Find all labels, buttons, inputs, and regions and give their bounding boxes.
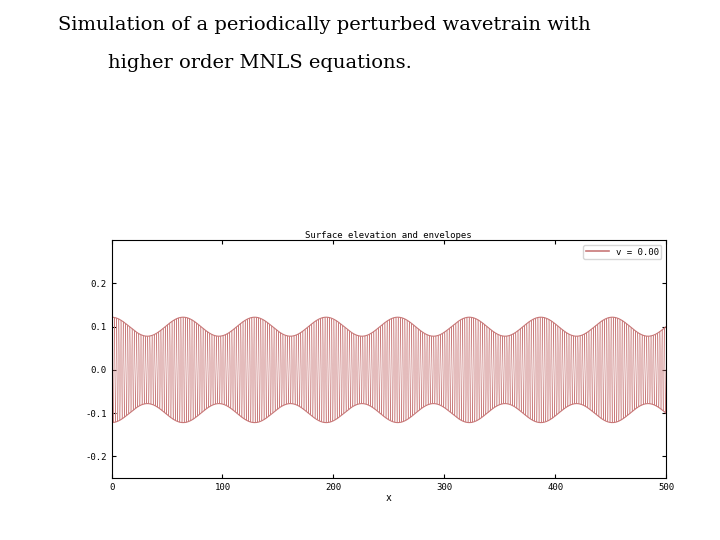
X-axis label: x: x (386, 493, 392, 503)
Legend: v = 0.00: v = 0.00 (583, 245, 662, 259)
Title: Surface elevation and envelopes: Surface elevation and envelopes (305, 231, 472, 240)
Text: higher order MNLS equations.: higher order MNLS equations. (58, 54, 411, 72)
Text: Simulation of a periodically perturbed wavetrain with: Simulation of a periodically perturbed w… (58, 16, 590, 34)
